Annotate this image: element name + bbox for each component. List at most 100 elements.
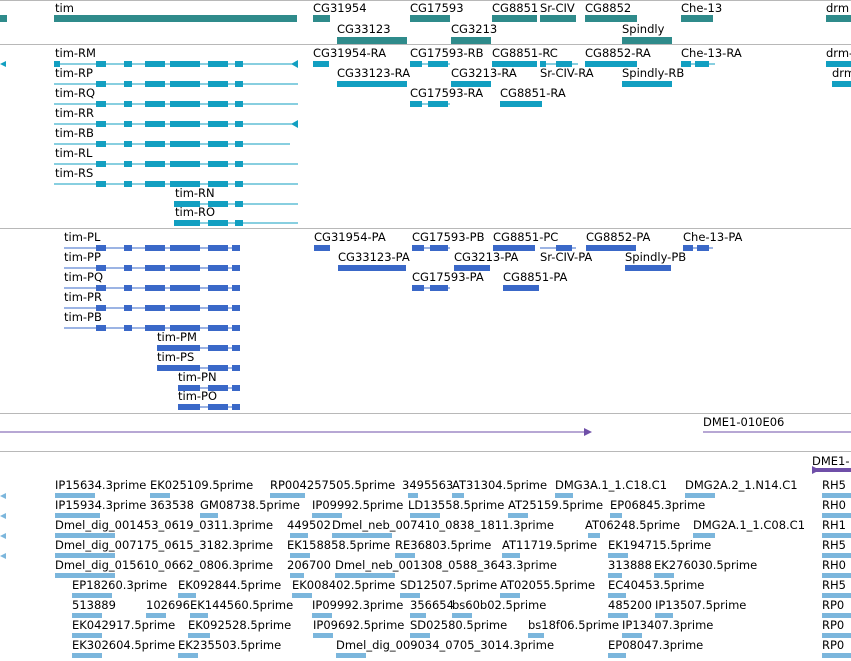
est-label[interactable]: AT25159.5prime — [508, 498, 604, 512]
transcript-label[interactable]: CG31954-RA — [313, 46, 387, 60]
est-label[interactable]: IP09992.5prime — [312, 498, 404, 512]
est-label[interactable]: EK092528.5prime — [188, 618, 292, 632]
est-label[interactable]: RP0 — [822, 638, 845, 652]
gene-label[interactable]: CG31954 — [313, 1, 367, 15]
est-label[interactable]: EK235503.5prime — [178, 638, 282, 652]
gene-label[interactable]: CG3213 — [451, 22, 498, 36]
prediction-label[interactable]: tim-PL — [64, 230, 101, 244]
est-label[interactable]: bs60b02.5prime — [452, 598, 547, 612]
est-label[interactable]: RH5 — [822, 538, 846, 552]
prediction-label[interactable]: tim-PP — [64, 250, 101, 264]
transcript-label[interactable]: tim-RL — [55, 146, 93, 160]
est-label[interactable]: RH5 — [822, 478, 846, 492]
prediction-label[interactable]: CG17593-PA — [412, 270, 484, 284]
est-label[interactable]: RH1 — [822, 518, 846, 532]
gene-label[interactable]: Che-13 — [681, 1, 723, 15]
est-label[interactable]: RH0 — [822, 498, 846, 512]
transcript-label[interactable]: CG17593-RB — [410, 46, 484, 60]
transcript-label[interactable]: tim-RS — [55, 166, 94, 180]
est-label[interactable]: EP18260.3prime — [72, 578, 168, 592]
transcript-label[interactable]: CG8851-RA — [500, 86, 566, 100]
est-label[interactable]: Dmel_dig_015610_0662_0806.3prime — [55, 558, 274, 572]
est-label[interactable]: 485200 — [608, 598, 652, 612]
est-label[interactable]: DMG2A.1_1.C08.C1 — [693, 518, 806, 532]
est-label[interactable]: 449502 — [287, 518, 331, 532]
est-label[interactable]: AT11719.5prime — [502, 538, 598, 552]
est-label[interactable]: IP15934.3prime — [55, 498, 147, 512]
transcript-label[interactable]: Sr-CIV-RA — [540, 66, 594, 80]
prediction-label[interactable]: tim-PR — [64, 290, 102, 304]
est-label[interactable]: EP06845.3prime — [610, 498, 706, 512]
gene-label[interactable]: Spindly — [622, 22, 665, 36]
est-label[interactable]: IP15634.3prime — [55, 478, 147, 492]
est-label[interactable]: IP13507.5prime — [655, 598, 747, 612]
cdna-label[interactable]: DME1-010E06 — [703, 415, 785, 429]
transcript-label[interactable]: CG8852-RA — [585, 46, 651, 60]
prediction-label[interactable]: Spindly-PB — [625, 250, 687, 264]
est-label[interactable]: AT02055.5prime — [500, 578, 596, 592]
est-label[interactable]: AT06248.5prime — [585, 518, 681, 532]
transcript-label[interactable]: drm- — [826, 46, 851, 60]
est-label[interactable]: IP13407.3prime — [622, 618, 714, 632]
gene-label[interactable]: drm — [826, 1, 850, 15]
est-label[interactable]: IP09992.3prime — [312, 598, 404, 612]
est-label[interactable]: 513889 — [72, 598, 116, 612]
prediction-label[interactable]: tim-PB — [64, 310, 102, 324]
est-label[interactable]: Dmel_dig_009034_0705_3014.3prime — [336, 638, 555, 652]
transcript-label[interactable]: tim-RM — [55, 46, 96, 60]
transcript-label[interactable]: tim-RN — [175, 186, 215, 200]
est-label[interactable]: RH5 — [822, 578, 846, 592]
prediction-label[interactable]: CG3213-PA — [454, 250, 519, 264]
prediction-label[interactable]: CG8851-PA — [503, 270, 568, 284]
est-label[interactable]: DMG2A.2_1.N14.C1 — [685, 478, 798, 492]
est-label[interactable]: DMG3A.1_1.C18.C1 — [555, 478, 668, 492]
transcript-label[interactable]: tim-RO — [175, 205, 216, 219]
est-label[interactable]: RP0 — [822, 618, 845, 632]
est-label[interactable]: EK008402.5prime — [292, 578, 396, 592]
est-label[interactable]: EP08047.3prime — [608, 638, 704, 652]
prediction-label[interactable]: tim-PO — [178, 389, 218, 403]
est-label[interactable]: EK092844.5prime — [178, 578, 282, 592]
transcript-label[interactable]: Spindly-RB — [622, 66, 685, 80]
prediction-label[interactable]: tim-PN — [178, 370, 217, 384]
prediction-label[interactable]: CG33123-PA — [338, 250, 410, 264]
est-label[interactable]: SD02580.5prime — [410, 618, 508, 632]
est-label[interactable]: LD13558.5prime — [408, 498, 505, 512]
est-label[interactable]: EC40453.5prime — [608, 578, 705, 592]
gene-label[interactable]: tim — [55, 1, 74, 15]
est-label[interactable]: EK302604.5prime — [72, 638, 176, 652]
est-label[interactable]: RP004257505.5prime — [270, 478, 396, 492]
prediction-label[interactable]: tim-PM — [157, 330, 197, 344]
est-label[interactable]: GM08738.5prime — [200, 498, 300, 512]
gene-label[interactable]: CG33123 — [337, 22, 391, 36]
est-label[interactable]: 363538 — [150, 498, 194, 512]
est-label[interactable]: RE36803.5prime — [395, 538, 492, 552]
prediction-label[interactable]: Sr-CIV-PA — [540, 250, 593, 264]
transcript-label[interactable]: CG3213-RA — [451, 66, 517, 80]
est-label[interactable]: EK276030.5prime — [654, 558, 758, 572]
est-label[interactable]: 313888 — [608, 558, 652, 572]
est-label[interactable]: EK025109.5prime — [150, 478, 254, 492]
transcript-label[interactable]: tim-RR — [55, 106, 95, 120]
est-label[interactable]: SD12507.5prime — [400, 578, 498, 592]
est-label[interactable]: Dmel_dig_007175_0615_3182.3prime — [55, 538, 274, 552]
transcript-label[interactable]: CG8851-RC — [492, 46, 558, 60]
est-label[interactable]: bs18f06.5prime — [528, 618, 620, 632]
est-label[interactable]: EK042917.5prime — [72, 618, 176, 632]
transcript-label[interactable]: drm — [832, 66, 851, 80]
transcript-label[interactable]: tim-RB — [55, 126, 94, 140]
est-label[interactable]: AT31304.5prime — [452, 478, 548, 492]
prediction-label[interactable]: CG8852-PA — [586, 230, 651, 244]
gene-label[interactable]: CG8852 — [585, 1, 632, 15]
transcript-label[interactable]: tim-RP — [55, 66, 93, 80]
est-label[interactable]: RP0 — [822, 598, 845, 612]
est-label[interactable]: RH0 — [822, 558, 846, 572]
prediction-label[interactable]: Che-13-PA — [683, 230, 743, 244]
est-label[interactable]: Dmel_dig_001453_0619_0311.3prime — [55, 518, 274, 532]
est-label[interactable]: Dmel_neb_007410_0838_1811.3prime — [332, 518, 554, 532]
est-label[interactable]: 356654 — [410, 598, 454, 612]
est-label[interactable]: EK194715.5prime — [608, 538, 712, 552]
est-label[interactable]: IP09692.5prime — [313, 618, 405, 632]
prediction-label[interactable]: tim-PS — [157, 350, 195, 364]
prediction-label[interactable]: CG31954-PA — [314, 230, 386, 244]
